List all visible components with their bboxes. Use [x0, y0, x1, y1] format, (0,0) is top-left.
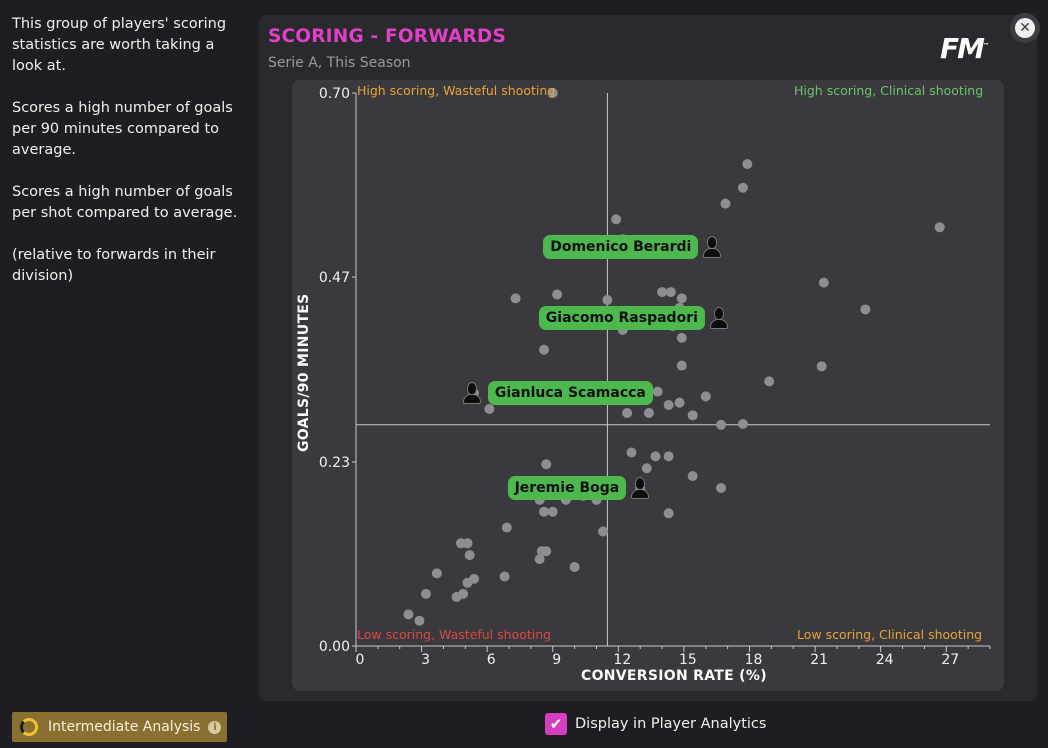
data-point [403, 609, 414, 620]
quadrant-label-top-right: High scoring, Clinical shooting [794, 83, 984, 98]
display-in-analytics-checkbox[interactable]: ✔ [545, 713, 567, 735]
x-tick-label: 0 [356, 652, 365, 668]
x-tick-label: 27 [941, 652, 959, 668]
explanation-text-3: Scores a high number of goals per shot c… [12, 184, 238, 221]
x-tick-label: 6 [487, 652, 496, 668]
chart-title: SCORING - FORWARDS [268, 26, 507, 47]
player-avatar-icon[interactable] [630, 476, 650, 500]
data-point [622, 407, 633, 418]
data-point [534, 554, 545, 565]
data-point [552, 289, 563, 300]
info-icon[interactable]: i [208, 720, 222, 734]
data-point [501, 522, 512, 533]
data-point [510, 293, 521, 304]
data-point [716, 483, 727, 493]
data-point [665, 287, 676, 298]
data-point [602, 294, 613, 305]
data-point [451, 592, 462, 603]
data-point [663, 451, 674, 462]
y-tick-label: 0.70 [319, 86, 350, 102]
data-point [464, 550, 475, 561]
x-tick-label: 24 [876, 652, 894, 668]
quadrant-label-top-left: High scoring, Wasteful shooting [357, 83, 556, 98]
analysis-level-badge[interactable]: Intermediate Analysis i [12, 712, 227, 742]
fm-logo: FM™ [940, 32, 989, 65]
data-point [687, 410, 698, 421]
player-label[interactable]: Jeremie Boga [507, 476, 627, 500]
data-point [547, 506, 558, 517]
data-point [737, 419, 748, 430]
data-point [541, 546, 552, 557]
display-in-analytics-label: Display in Player Analytics [575, 716, 767, 732]
player-label[interactable]: Domenico Berardi [543, 235, 699, 260]
x-tick-label: 15 [679, 652, 697, 668]
player-label[interactable]: Giacomo Raspadori [538, 306, 705, 331]
y-tick-label: 0.47 [319, 270, 350, 286]
explanation-text-2: Scores a high number of goals per 90 min… [12, 100, 233, 158]
x-tick-label: 18 [745, 652, 763, 668]
chart-subtitle: Serie A, This Season [268, 55, 411, 71]
data-point [652, 386, 663, 397]
explanation-text-1: This group of players' scoring statistic… [12, 16, 227, 74]
data-point [484, 404, 495, 414]
data-point [676, 293, 687, 304]
data-point [687, 471, 698, 482]
y-tick-label: 0.00 [319, 639, 350, 655]
display-in-analytics-toggle[interactable]: ✔ Display in Player Analytics [545, 713, 766, 735]
close-icon: ✕ [1015, 18, 1035, 38]
data-point [643, 407, 654, 418]
quadrant-label-bottom-left: Low scoring, Wasteful shooting [357, 627, 552, 642]
close-button[interactable]: ✕ [1010, 13, 1040, 43]
data-point [663, 400, 674, 411]
data-point [764, 376, 775, 387]
data-point [539, 506, 550, 517]
quadrant-label-bottom-right: Low scoring, Clinical shooting [797, 627, 983, 642]
data-point [414, 615, 425, 626]
data-point [720, 198, 731, 209]
data-point [818, 277, 829, 288]
data-point [462, 577, 473, 588]
data-point [598, 526, 609, 537]
analysis-level-label: Intermediate Analysis [48, 719, 201, 735]
data-point [611, 214, 622, 225]
explanation-text-4: (relative to forwards in their division) [12, 247, 216, 284]
explanation-panel: This group of players' scoring statistic… [12, 14, 247, 308]
data-point [569, 562, 580, 572]
data-point [700, 391, 711, 402]
data-point [737, 182, 748, 193]
data-point [816, 361, 827, 372]
data-point [716, 419, 727, 430]
x-tick-label: 9 [552, 652, 561, 668]
data-point [934, 222, 945, 233]
data-point [641, 463, 652, 474]
x-axis-label: CONVERSION RATE (%) [581, 668, 767, 684]
y-axis-label: GOALS/90 MINUTES [296, 293, 312, 452]
player-avatar-icon[interactable] [702, 235, 722, 259]
data-point [674, 397, 685, 408]
data-point [650, 451, 661, 462]
x-tick-label: 12 [613, 652, 631, 668]
data-point [499, 571, 510, 582]
data-point [626, 447, 637, 458]
data-point [462, 538, 473, 549]
player-avatar-icon[interactable] [709, 306, 729, 330]
data-point [676, 332, 687, 343]
data-point [676, 360, 687, 371]
data-point [547, 88, 558, 98]
data-point [539, 344, 550, 355]
data-point [541, 459, 552, 470]
x-tick-label: 3 [421, 652, 430, 668]
data-point [742, 159, 753, 170]
analysis-level-icon [20, 718, 38, 736]
data-point [420, 588, 431, 599]
data-point [663, 508, 674, 519]
y-tick-label: 0.23 [319, 455, 350, 471]
data-point [431, 568, 442, 579]
player-label[interactable]: Gianluca Scamacca [487, 381, 653, 406]
data-point [860, 304, 871, 315]
data-point [657, 287, 668, 298]
player-avatar-icon[interactable] [462, 381, 482, 405]
x-tick-label: 21 [810, 652, 828, 668]
